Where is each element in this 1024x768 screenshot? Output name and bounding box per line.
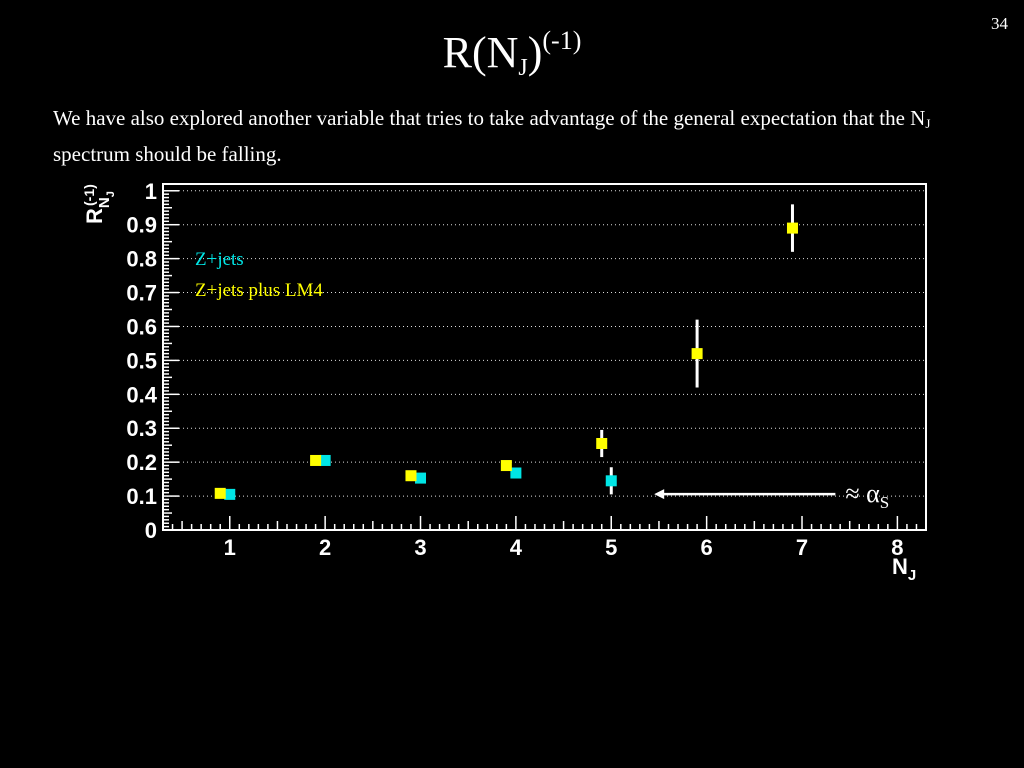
x-tick-label: 2 bbox=[319, 535, 331, 560]
z-jets-point bbox=[415, 472, 427, 484]
z-jets-lm4-point bbox=[405, 470, 417, 482]
z-jets-lm4-point bbox=[786, 222, 798, 234]
chart: 0 0.1 0.2 0.3 0.4 0.5 0.6 0.7 0.8 0.9 1 1 2 3 4 5 6 7 8 Z+… bbox=[46, 172, 942, 586]
axes: 0 0.1 0.2 0.3 0.4 0.5 0.6 0.7 0.8 0.9 1 1 2 3 4 5 6 7 8 bbox=[126, 179, 927, 560]
y-tick-label: 0.2 bbox=[126, 450, 157, 475]
legend-entry-z-jets: Z+jets bbox=[195, 249, 244, 270]
z-jets-point bbox=[224, 488, 236, 500]
svg-text:≈ αS: ≈ αS bbox=[845, 479, 889, 512]
y-tick-label: 0.3 bbox=[126, 416, 157, 441]
z-jets-lm4-point bbox=[500, 460, 512, 472]
y-tick-label: 0.4 bbox=[126, 382, 157, 407]
title-close: ) bbox=[527, 28, 543, 77]
intro-part1: We have also explored another variable t… bbox=[53, 106, 926, 130]
y-tick-label: 1 bbox=[145, 179, 157, 204]
xlabel-sub: J bbox=[908, 567, 916, 584]
intro-text: We have also explored another variable t… bbox=[53, 103, 953, 169]
x-tick-label: 7 bbox=[796, 535, 808, 560]
y-tick-label: 0.6 bbox=[126, 314, 157, 339]
x-tick-label: 4 bbox=[510, 535, 523, 560]
z-jets-lm4-point bbox=[214, 487, 226, 499]
y-axis-label: RNJ (-1) bbox=[81, 184, 117, 224]
z-jets-lm4-point bbox=[596, 438, 608, 449]
data-marks bbox=[214, 204, 798, 500]
ylabel-sub: N bbox=[96, 197, 113, 208]
ylabel-subsub: J bbox=[105, 191, 117, 197]
y-tick-label: 0.9 bbox=[126, 213, 157, 238]
y-tick-label: 0.7 bbox=[126, 281, 157, 306]
title-superscript: (-1) bbox=[542, 26, 582, 55]
legend: Z+jets Z+jets plus LM4 bbox=[195, 249, 323, 301]
y-tick-label: 0.8 bbox=[126, 247, 157, 272]
y-tick-label: 0.1 bbox=[126, 484, 157, 509]
ylabel-base: R bbox=[82, 208, 107, 224]
z-jets-point bbox=[510, 467, 522, 479]
slide-number: 34 bbox=[991, 14, 1008, 33]
svg-text:RNJ: RNJ bbox=[82, 191, 117, 224]
y-tick-label: 0.5 bbox=[126, 348, 157, 373]
x-tick-label: 5 bbox=[605, 535, 617, 560]
y-tick-label: 0 bbox=[145, 518, 157, 543]
title-subscript: J bbox=[518, 55, 528, 81]
intro-part2: spectrum should be falling. bbox=[53, 142, 282, 166]
annotation-text: ≈ α bbox=[845, 479, 880, 508]
annotation-sub: S bbox=[880, 493, 889, 512]
x-tick-label: 1 bbox=[224, 535, 236, 560]
title-base: R(N bbox=[442, 28, 519, 77]
z-jets-lm4-point bbox=[691, 348, 703, 360]
chart-background bbox=[46, 172, 942, 586]
x-tick-label: 8 bbox=[891, 535, 903, 560]
x-tick-label: 3 bbox=[414, 535, 426, 560]
z-jets-point bbox=[319, 454, 331, 466]
xlabel-base: N bbox=[892, 554, 908, 579]
ylabel-sup: (-1) bbox=[81, 184, 97, 206]
annotation-arrowhead bbox=[654, 489, 665, 500]
z-jets-lm4-point bbox=[310, 454, 322, 466]
intro-subscript: J bbox=[925, 116, 931, 131]
slide-title: R(NJ)(-1) bbox=[0, 26, 1024, 81]
alpha-s-annotation: ≈ αS bbox=[654, 479, 889, 512]
svg-text:NJ: NJ bbox=[892, 554, 916, 584]
z-jets-point bbox=[605, 475, 617, 487]
x-tick-label: 6 bbox=[701, 535, 713, 560]
legend-entry-z-jets-lm4: Z+jets plus LM4 bbox=[195, 280, 323, 301]
x-axis-label: NJ bbox=[892, 554, 916, 584]
